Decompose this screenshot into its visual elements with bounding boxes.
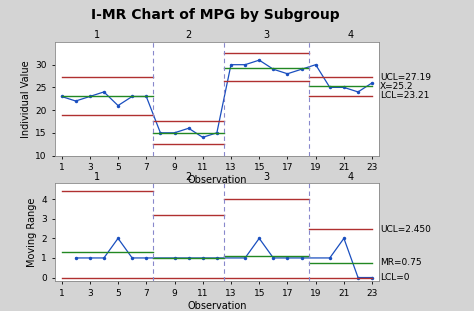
X-axis label: Observation: Observation xyxy=(187,175,246,185)
Y-axis label: Moving Range: Moving Range xyxy=(27,198,37,267)
Text: 1: 1 xyxy=(94,172,100,182)
X-axis label: Observation: Observation xyxy=(187,301,246,311)
Text: 3: 3 xyxy=(263,172,269,182)
Text: UCL=2.450: UCL=2.450 xyxy=(380,225,431,234)
Text: 4: 4 xyxy=(348,30,354,40)
Text: I-MR Chart of MPG by Subgroup: I-MR Chart of MPG by Subgroup xyxy=(91,8,340,22)
Text: 2: 2 xyxy=(185,30,192,40)
Text: MR=0.75: MR=0.75 xyxy=(380,258,422,267)
Text: 2: 2 xyxy=(185,172,192,182)
Y-axis label: Individual Value: Individual Value xyxy=(21,60,31,137)
Text: LCL=0: LCL=0 xyxy=(380,273,410,282)
Text: 3: 3 xyxy=(263,30,269,40)
Text: 4: 4 xyxy=(348,172,354,182)
Text: LCL=23.21: LCL=23.21 xyxy=(380,91,429,100)
Text: 1: 1 xyxy=(94,30,100,40)
Text: UCL=27.19: UCL=27.19 xyxy=(380,73,431,82)
Text: X=25.2: X=25.2 xyxy=(380,82,414,91)
